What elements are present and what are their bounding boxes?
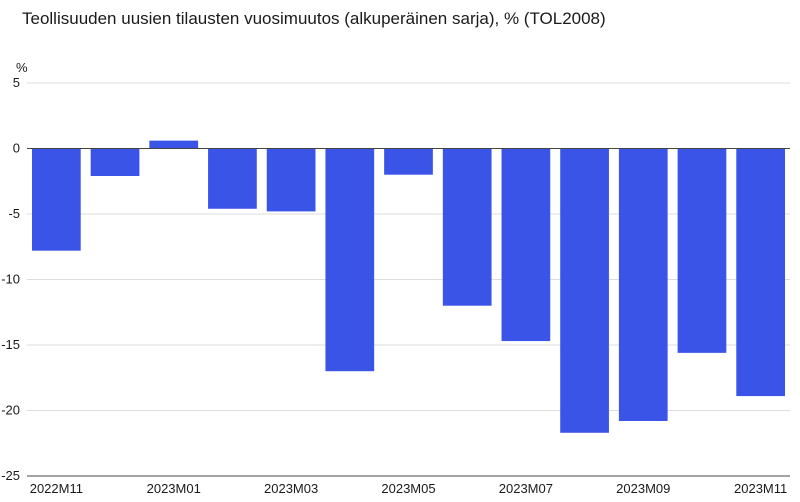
bar-2023M08 (560, 148, 609, 433)
y-axis-ticks: 5 0 -5 -10 -15 -20 -25 (1, 75, 20, 483)
bar-2023M04 (325, 148, 375, 372)
chart-title: Teollisuuden uusien tilausten vuosimuuto… (22, 9, 606, 28)
bars (31, 140, 786, 433)
bar-2023M02 (208, 148, 257, 209)
bar-2022M11 (31, 148, 81, 251)
x-tick-label: 2023M07 (499, 481, 553, 496)
x-tick-label: 2023M03 (264, 481, 318, 496)
y-tick-label: -15 (1, 337, 20, 352)
y-tick-label: -25 (1, 468, 20, 483)
gridlines (27, 82, 790, 411)
bar-2023M03 (266, 148, 316, 212)
x-tick-label: 2023M01 (147, 481, 201, 496)
y-tick-label: 5 (13, 75, 20, 90)
x-tick-label: 2023M11 (734, 481, 787, 496)
x-tick-label: 2023M09 (616, 481, 670, 496)
y-tick-label: -10 (1, 272, 20, 287)
bar-2023M07 (501, 148, 551, 342)
bar-2023M06 (442, 148, 492, 306)
axes (27, 148, 790, 477)
bar-2022M12 (90, 148, 140, 177)
y-tick-label: -5 (8, 206, 20, 221)
bar-2023M09 (618, 148, 668, 421)
bar-2023M01 (149, 140, 199, 149)
y-tick-label: 0 (13, 141, 20, 156)
bar-2023M10 (677, 148, 727, 353)
x-axis-ticks: 2022M11 2023M01 2023M03 2023M05 2023M07 2023M… (30, 481, 788, 496)
bar-2023M05 (384, 148, 433, 175)
x-tick-label: 2022M11 (30, 481, 83, 496)
bar-2023M11 (736, 148, 786, 397)
y-tick-label: -20 (1, 403, 20, 418)
y-axis-unit-label: % (16, 60, 28, 75)
x-tick-label: 2023M05 (381, 481, 435, 496)
